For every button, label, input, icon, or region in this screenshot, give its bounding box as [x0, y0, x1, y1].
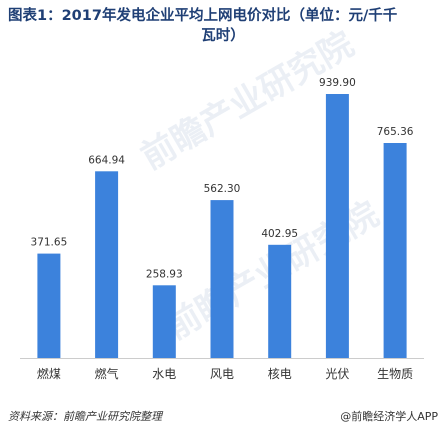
value-label-1: 664.94 [88, 154, 125, 166]
category-label-2: 水电 [152, 367, 176, 381]
category-label-5: 光伏 [325, 367, 349, 381]
value-label-0: 371.65 [31, 237, 68, 249]
bars-group [37, 94, 407, 358]
value-label-5: 939.90 [319, 77, 356, 89]
bar-chart: 371.65 664.94 258.93 562.30 402.95 939.90 765.… [20, 77, 424, 381]
category-label-0: 燃煤 [37, 366, 61, 381]
category-label-6: 生物质 [377, 367, 413, 381]
bar-4 [268, 244, 292, 358]
bar-1 [95, 171, 119, 358]
bar-5 [325, 94, 349, 358]
credit-note: @前瞻经济学人APP [340, 410, 438, 423]
value-label-6: 765.36 [377, 126, 414, 138]
bar-6 [383, 143, 407, 358]
bar-2 [152, 285, 176, 358]
value-label-3: 562.30 [204, 183, 241, 195]
category-label-3: 风电 [210, 367, 234, 381]
bar-0 [37, 253, 61, 358]
bar-3 [210, 200, 234, 358]
chart-title: 图表1：2017年发电企业平均上网电价对比（单位：元/千千 瓦时） [8, 6, 438, 46]
value-labels-group: 371.65 664.94 258.93 562.30 402.95 939.90 765.… [31, 77, 414, 280]
footer: 资料来源：前瞻产业研究院整理 @前瞻经济学人APP [0, 404, 444, 428]
chart-title-line2: 瓦时） [201, 28, 245, 44]
category-label-4: 核电 [268, 367, 292, 381]
value-label-4: 402.95 [261, 228, 298, 240]
chart-title-line1: 图表1：2017年发电企业平均上网电价对比（单位：元/千千 [8, 8, 398, 24]
value-label-2: 258.93 [146, 268, 183, 280]
source-note: 资料来源：前瞻产业研究院整理 [8, 410, 162, 423]
category-labels-group: 燃煤 燃气 水电 风电 核电 光伏 生物质 [37, 366, 413, 381]
category-label-1: 燃气 [95, 366, 119, 381]
